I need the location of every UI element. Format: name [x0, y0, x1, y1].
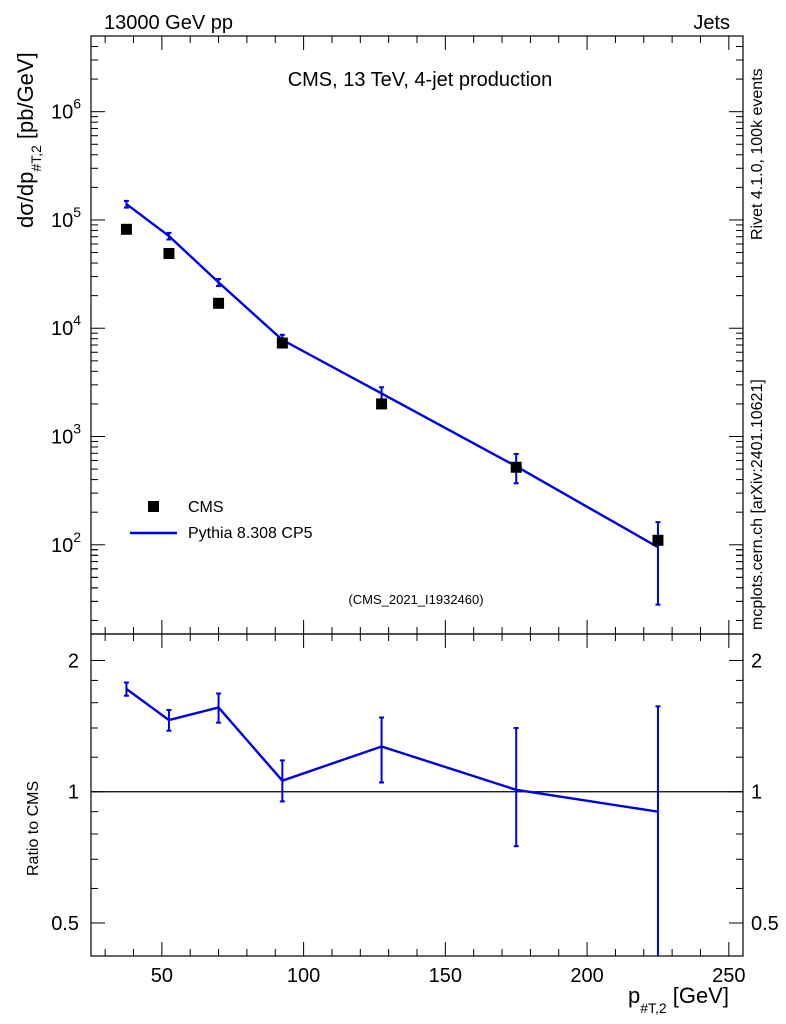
x-ticks: 50 100 150 200 250: [104, 36, 746, 987]
legend-cms-label: CMS: [188, 499, 224, 516]
ratio-y-ticks: 0.5 0.5 1 1 2 2: [51, 650, 779, 935]
ratio-y-tick-label-right: 0.5: [751, 913, 779, 935]
x-tick-label: 250: [712, 965, 745, 987]
cms-data-point: [376, 398, 388, 410]
main-y-ticks: 102 103 104 105 106: [51, 35, 743, 621]
main-marks: [120, 199, 664, 606]
cms-data-point: [510, 461, 522, 473]
main-y-tick-label: 105: [51, 204, 81, 232]
plot-title: CMS, 13 TeV, 4-jet production: [288, 69, 553, 91]
ratio-plot-frame: [90, 633, 744, 957]
main-y-tick-label: 103: [51, 421, 81, 449]
main-y-tick-label: 102: [51, 529, 81, 557]
header-left-label: 13000 GeV pp: [104, 12, 233, 34]
source-label: mcplots.cern.ch [arXiv:2401.10621]: [749, 379, 766, 630]
cms-data-point: [163, 248, 175, 260]
ratio-y-tick-label-right: 1: [751, 782, 762, 804]
ratio-y-tick-label-right: 2: [751, 650, 762, 672]
header-right-label: Jets: [693, 12, 730, 34]
ratio-y-tick-label: 2: [68, 650, 79, 672]
main-y-tick-label: 106: [51, 96, 81, 124]
ratio-marks: [123, 681, 661, 956]
x-axis-label: p#T,2 [GeV]: [628, 983, 729, 1016]
legend-cms-marker: [148, 501, 159, 512]
cms-data-point: [276, 337, 288, 349]
main-y-axis-label: dσ/dp#T,2[pb/GeV]: [13, 52, 44, 228]
x-tick-label: 200: [570, 965, 603, 987]
ratio-line: [125, 688, 659, 813]
main-y-tick-label: 104: [51, 312, 81, 340]
x-tick-label: 50: [151, 965, 173, 987]
mc-line: [125, 203, 659, 549]
x-tick-label: 100: [287, 965, 320, 987]
ratio-y-tick-label: 0.5: [51, 913, 79, 935]
analysis-watermark: (CMS_2021_I1932460): [348, 592, 483, 607]
ratio-y-axis-label: Ratio to CMS: [25, 781, 42, 876]
rivet-version-label: Rivet 4.1.0, 100k events: [749, 68, 766, 240]
legend-pythia-label: Pythia 8.308 CP5: [188, 525, 313, 542]
cms-data-point: [652, 534, 664, 546]
main-plot-frame: [90, 35, 744, 635]
ratio-y-tick-label: 1: [68, 782, 79, 804]
x-tick-label: 150: [429, 965, 462, 987]
cms-data-point: [213, 297, 225, 309]
cms-data-point: [120, 223, 132, 235]
